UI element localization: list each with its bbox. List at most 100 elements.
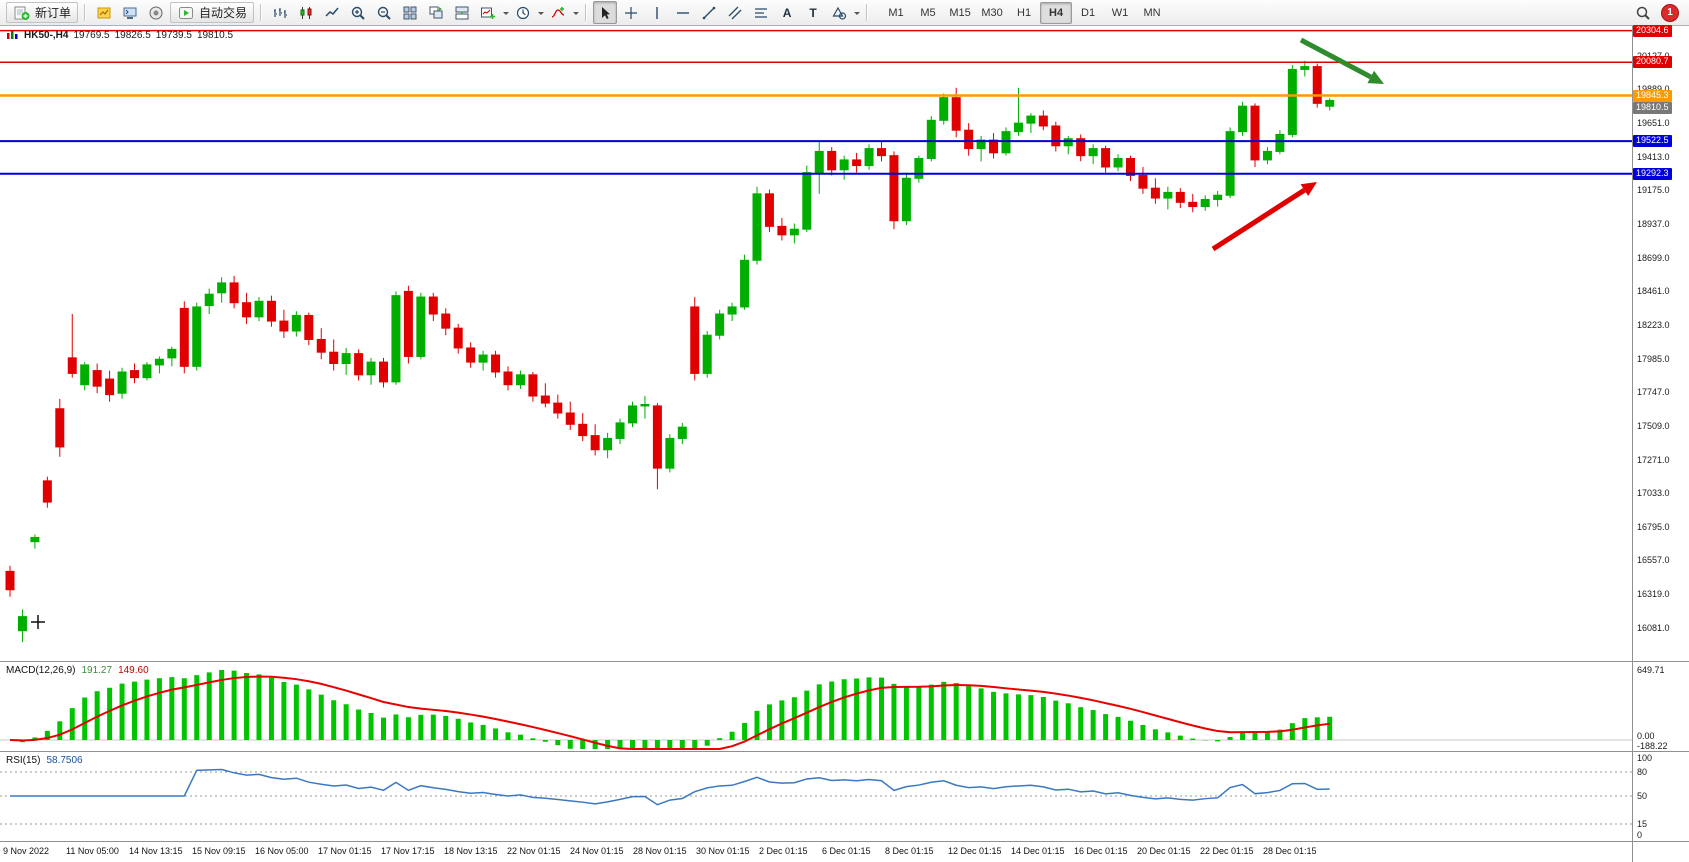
timeframe-M1[interactable]: M1: [888, 6, 904, 19]
indicators-icon[interactable]: [546, 1, 570, 24]
new-order-icon: [13, 1, 31, 24]
price-tag: 19292.3: [1633, 167, 1672, 180]
time-axis-label: 11 Nov 05:00: [66, 846, 119, 856]
search-icon[interactable]: [1631, 1, 1655, 24]
text-tool-icon[interactable]: A: [782, 5, 792, 20]
ohlc-close: 19810.5: [196, 30, 234, 41]
ohlc-low: 19739.5: [155, 30, 192, 41]
macd-label-row: MACD(12,26,9) 191.27 149.60: [6, 665, 149, 676]
price-axis-label: 17747.0: [1637, 387, 1670, 398]
timeframe-group: M1 M5 M15 M30 H1 H4 D1 W1 MN: [880, 1, 1168, 24]
macd-signal-value: 149.60: [118, 665, 149, 676]
label-tool-icon[interactable]: T: [809, 5, 817, 20]
time-axis-label: 14 Dec 01:15: [1011, 846, 1065, 856]
rsi-scale-label: 0: [1637, 830, 1643, 840]
price-axis-label: 17033.0: [1637, 488, 1670, 499]
fibonacci-icon[interactable]: [749, 1, 773, 24]
red-up-arrow[interactable]: [1211, 182, 1317, 252]
separator: [585, 4, 588, 21]
new-chart-dropdown-icon[interactable]: [503, 11, 510, 18]
price-axis-label: 16081.0: [1637, 622, 1670, 633]
zoom-out-icon[interactable]: [372, 1, 396, 24]
price-axis-label: 19413.0: [1637, 151, 1670, 162]
indicators-dropdown-icon[interactable]: [573, 11, 580, 18]
separator: [84, 4, 87, 21]
timeframe-M15[interactable]: M15: [949, 6, 971, 19]
rsi-name: RSI(15): [6, 755, 41, 766]
macd-main-value: 191.27: [81, 665, 113, 676]
macd-signal-line: [9, 675, 1330, 750]
rsi-scale-label: 80: [1637, 767, 1648, 777]
notification-badge[interactable]: 1: [1661, 3, 1679, 22]
vertical-line-icon[interactable]: [645, 1, 669, 24]
quotes-icon[interactable]: [92, 1, 116, 24]
horizontal-line-icon[interactable]: [671, 1, 695, 24]
cursor-cross[interactable]: [31, 615, 45, 629]
timeframe-M5[interactable]: M5: [920, 6, 936, 19]
rsi-panel-separator[interactable]: [0, 751, 1689, 752]
time-axis-separator: [0, 841, 1689, 842]
time-axis-label: 16 Dec 01:15: [1074, 846, 1128, 856]
autotrading-label: 自动交易: [199, 6, 248, 20]
cascade-windows-icon[interactable]: [424, 1, 448, 24]
trendline-icon[interactable]: [697, 1, 721, 24]
chart-canvas[interactable]: [0, 26, 1632, 862]
macd-scale-max: 649.71: [1637, 665, 1665, 675]
arrange-windows-icon[interactable]: [450, 1, 474, 24]
price-axis-border: [1632, 26, 1633, 862]
green-down-arrow[interactable]: [1299, 37, 1384, 84]
new-chart-icon[interactable]: [476, 1, 500, 24]
channel-icon[interactable]: [723, 1, 747, 24]
time-axis[interactable]: 9 Nov 2022 11 Nov 05:00 14 Nov 13:15 15 Nov…: [0, 841, 1632, 862]
price-axis-label: 20127.0: [1637, 51, 1670, 61]
time-axis-label: 20 Dec 01:15: [1137, 846, 1191, 856]
new-order-button[interactable]: 新订单: [6, 1, 79, 24]
timeframe-H4[interactable]: H4: [1040, 1, 1073, 24]
time-axis-label: 28 Nov 01:15: [633, 846, 687, 856]
toolbar: 新订单 自动交易: [0, 0, 1689, 26]
candles: [5, 60, 1335, 643]
period-dropdown-icon[interactable]: [538, 11, 545, 18]
price-tag: 20304.6: [1633, 24, 1672, 37]
price-tag: 19845.3: [1633, 89, 1672, 102]
rsi-label-row: RSI(15) 58.7506: [6, 755, 83, 766]
zoom-in-icon[interactable]: [346, 1, 370, 24]
rsi-scale-label: 15: [1637, 819, 1648, 829]
cursor-icon[interactable]: [593, 1, 618, 24]
price-axis-label: 16557.0: [1637, 555, 1670, 566]
chart-region: HK50-,H4 19769.5 19826.5 19739.5 19810.5…: [0, 24, 1689, 862]
time-axis-label: 8 Dec 01:15: [885, 846, 934, 856]
macd-scale-min: -188.22: [1637, 741, 1668, 751]
time-axis-label: 22 Dec 01:15: [1200, 846, 1254, 856]
time-axis-label: 6 Dec 01:15: [822, 846, 871, 856]
timeframe-MN[interactable]: MN: [1143, 6, 1161, 19]
bar-chart-type-icon[interactable]: [268, 1, 292, 24]
period-clock-icon[interactable]: [511, 1, 535, 24]
tile-windows-icon[interactable]: [398, 1, 422, 24]
price-axis[interactable]: 20127.0 19889.0 19651.0 19413.0 19175.0 18937…: [1633, 24, 1689, 862]
macd-scale-zero: 0.00: [1637, 731, 1655, 741]
time-axis-label: 12 Dec 01:15: [948, 846, 1002, 856]
shapes-icon[interactable]: [827, 1, 851, 24]
candlestick-chart-type-icon[interactable]: [294, 1, 318, 24]
timeframe-M30[interactable]: M30: [981, 6, 1003, 19]
current-price-tag: 19810.5: [1633, 101, 1672, 114]
autotrading-button[interactable]: 自动交易: [170, 2, 255, 23]
time-axis-label: 17 Nov 17:15: [381, 846, 435, 856]
timeframe-D1[interactable]: D1: [1081, 6, 1096, 19]
timeframe-W1[interactable]: W1: [1111, 6, 1129, 19]
time-axis-label: 22 Nov 01:15: [507, 846, 561, 856]
price-axis-label: 16319.0: [1637, 589, 1670, 600]
rsi-scale-label: 100: [1637, 753, 1653, 763]
price-axis-label: 18223.0: [1637, 319, 1670, 330]
options-icon[interactable]: [144, 1, 168, 24]
price-axis-label: 19889.0: [1637, 84, 1670, 94]
timeframe-H1[interactable]: H1: [1017, 6, 1032, 19]
macd-panel-separator[interactable]: [0, 661, 1689, 662]
price-axis-label: 17509.0: [1637, 420, 1670, 431]
line-chart-type-icon[interactable]: [320, 1, 344, 24]
metaeditor-icon[interactable]: [118, 1, 142, 24]
crosshair-icon[interactable]: [619, 1, 643, 24]
rsi-scale-label: 50: [1637, 791, 1648, 801]
shapes-dropdown-icon[interactable]: [854, 11, 861, 18]
